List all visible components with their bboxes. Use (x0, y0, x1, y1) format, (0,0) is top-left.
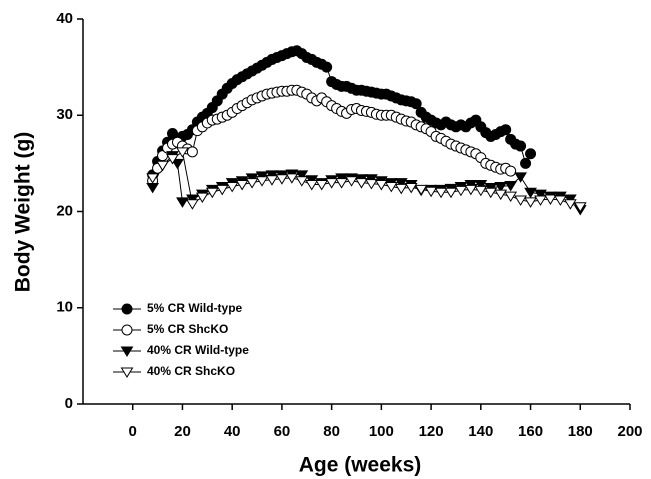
data-point (275, 174, 289, 185)
data-point (525, 148, 537, 160)
data-point (171, 158, 184, 170)
legend-label: 40% CR ShcKO (147, 364, 235, 378)
data-point (205, 187, 219, 199)
data-point (255, 176, 269, 187)
legend-label: 40% CR Wild-type (147, 343, 249, 357)
data-point (494, 181, 508, 193)
data-point (444, 187, 458, 199)
data-point (474, 180, 488, 191)
data-point (215, 184, 229, 196)
data-point (146, 182, 160, 194)
y-axis-title: Body Weight (g) (12, 132, 35, 293)
data-point (315, 180, 329, 191)
data-point (305, 180, 319, 191)
data-point (494, 189, 508, 201)
data-point (156, 160, 169, 172)
data-point (505, 165, 517, 177)
data-point (245, 178, 259, 189)
y-tick-label: 10 (56, 299, 73, 316)
data-point (514, 172, 527, 183)
data-point (225, 181, 239, 193)
data-point (394, 178, 408, 189)
x-axis-title: Age (weeks) (299, 454, 422, 477)
data-point (573, 202, 587, 213)
data-point (176, 147, 189, 158)
data-point (195, 192, 209, 204)
data-point (534, 195, 547, 206)
y-tick-label: 40 (56, 10, 73, 27)
data-point (524, 197, 537, 208)
data-point (394, 183, 408, 195)
data-point (434, 187, 448, 199)
x-tick-label: 200 (617, 423, 642, 440)
data-point (384, 181, 398, 193)
x-tick-label: 180 (568, 423, 593, 440)
data-point (186, 146, 198, 158)
data-point (454, 185, 468, 197)
data-point (514, 195, 527, 206)
data-point (563, 199, 577, 210)
data-point (167, 128, 179, 140)
data-point (365, 179, 378, 190)
data-point (474, 185, 488, 197)
data-point (374, 180, 388, 191)
legend-marker (121, 303, 133, 315)
data-point (186, 199, 199, 210)
x-tick-label: 140 (468, 423, 493, 440)
data-point (553, 195, 567, 206)
legend-marker (120, 367, 134, 378)
y-tick-label: 20 (56, 202, 73, 219)
x-tick-label: 60 (274, 423, 291, 440)
data-point (321, 61, 333, 73)
data-point (500, 124, 512, 136)
x-tick-label: 0 (129, 423, 137, 440)
x-tick-label: 100 (369, 423, 394, 440)
data-point (295, 170, 309, 181)
data-point (410, 98, 422, 110)
legend-label: 5% CR ShcKO (147, 322, 228, 336)
data-point (265, 175, 279, 186)
x-tick-label: 160 (518, 423, 543, 440)
legend-marker (121, 324, 133, 336)
legend-marker (120, 346, 134, 357)
data-point (504, 191, 518, 203)
data-point (335, 178, 348, 189)
data-point (345, 176, 358, 187)
data-point (484, 187, 498, 199)
x-tick-label: 80 (323, 423, 340, 440)
x-tick-label: 120 (419, 423, 444, 440)
data-point (544, 194, 557, 205)
data-point (520, 157, 532, 169)
data-point (325, 178, 339, 189)
data-point (504, 181, 518, 192)
data-point (235, 180, 249, 191)
legend-label: 5% CR Wild-type (147, 301, 243, 315)
y-tick-label: 30 (56, 106, 73, 123)
data-point (295, 176, 309, 187)
data-point (414, 184, 428, 196)
x-tick-label: 20 (174, 423, 191, 440)
data-point (534, 189, 547, 201)
data-point (404, 182, 418, 194)
data-point (166, 154, 179, 165)
data-point (464, 184, 478, 196)
data-point (146, 173, 160, 184)
data-point (515, 140, 527, 152)
data-point (424, 186, 438, 198)
data-point (524, 187, 537, 199)
x-tick-label: 40 (224, 423, 241, 440)
data-point (285, 173, 299, 184)
data-point (355, 178, 368, 189)
y-tick-label: 0 (65, 395, 73, 412)
data-point (176, 197, 189, 208)
